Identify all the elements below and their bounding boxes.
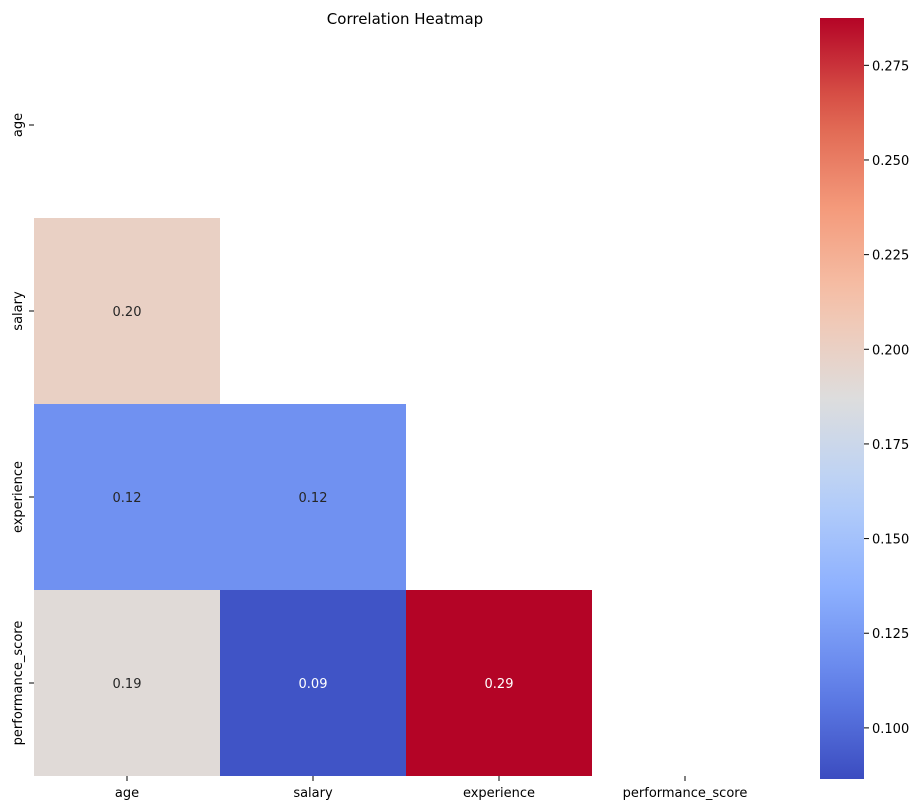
y-tick-label-performance_score: performance_score bbox=[11, 621, 26, 746]
heatmap-cell-performance_score-salary bbox=[220, 590, 406, 776]
heatmap-cell-performance_score-age bbox=[34, 590, 220, 776]
y-tick-label-experience: experience bbox=[11, 461, 26, 533]
heatmap-cell-performance_score-experience bbox=[406, 590, 592, 776]
x-tick-label-performance_score: performance_score bbox=[623, 786, 748, 801]
x-tick-label-age: age bbox=[115, 786, 139, 801]
x-tick-label-experience: experience bbox=[463, 786, 535, 801]
colorbar-tick-label: 0.175 bbox=[872, 438, 909, 453]
cell-annotations: 0.20 0.12 0.12 0.19 0.09 0.29 bbox=[113, 305, 514, 692]
y-tick-label-salary: salary bbox=[11, 291, 26, 331]
colorbar-tick-label: 0.225 bbox=[872, 249, 909, 264]
y-tick-label-age: age bbox=[11, 113, 26, 137]
colorbar-ticks: 0.100 0.125 0.150 0.175 0.200 0.225 0.250 0.275 bbox=[864, 59, 909, 737]
cell-annotation: 0.12 bbox=[113, 491, 142, 506]
cell-annotation: 0.09 bbox=[299, 677, 328, 692]
cell-annotation: 0.20 bbox=[113, 305, 142, 320]
colorbar-tick-label: 0.150 bbox=[872, 533, 909, 548]
y-axis-ticks: age salary experience performance_score bbox=[11, 113, 34, 745]
colorbar-tick-label: 0.100 bbox=[872, 722, 909, 737]
x-axis-ticks: age salary experience performance_score bbox=[115, 776, 747, 801]
heatmap-cell-experience-age bbox=[34, 404, 220, 590]
heatmap-cell-salary-age bbox=[34, 218, 220, 404]
colorbar-tick-label: 0.275 bbox=[872, 59, 909, 74]
cell-annotation: 0.29 bbox=[485, 677, 514, 692]
chart-title: Correlation Heatmap bbox=[327, 10, 483, 28]
heatmap-cells bbox=[34, 218, 592, 776]
x-tick-label-salary: salary bbox=[293, 786, 333, 801]
cell-annotation: 0.12 bbox=[299, 491, 328, 506]
cell-annotation: 0.19 bbox=[113, 677, 142, 692]
colorbar-tick-label: 0.250 bbox=[872, 154, 909, 169]
colorbar-tick-label: 0.125 bbox=[872, 627, 909, 642]
colorbar-tick-label: 0.200 bbox=[872, 343, 909, 358]
colorbar bbox=[820, 18, 864, 779]
heatmap-cell-experience-salary bbox=[220, 404, 406, 590]
